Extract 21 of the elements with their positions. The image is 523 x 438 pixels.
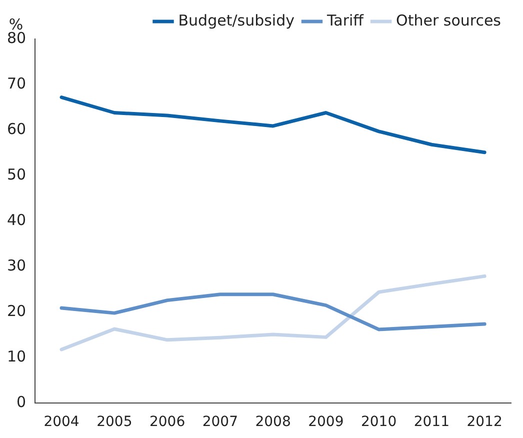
x-tick-label: 2011 <box>414 414 450 430</box>
x-tick-label: 2012 <box>466 414 502 430</box>
legend-label: Tariff <box>326 11 364 30</box>
y-tick-label: 10 <box>6 348 26 366</box>
x-tick-label: 2009 <box>308 414 344 430</box>
y-tick-label: 50 <box>6 165 26 184</box>
y-tick-label: 70 <box>6 74 26 92</box>
x-tick-label: 2010 <box>360 414 397 430</box>
y-tick-label: 60 <box>6 120 26 138</box>
legend-label: Budget/subsidy <box>178 11 295 30</box>
x-tick-label: 2007 <box>202 414 238 430</box>
y-tick-label: 80 <box>6 28 26 47</box>
x-tick-label: 2006 <box>149 414 186 430</box>
y-tick-label: 20 <box>6 302 26 320</box>
x-tick-label: 2008 <box>255 414 291 430</box>
legend-label: Other sources <box>396 11 502 30</box>
y-tick-label: 0 <box>16 393 26 412</box>
x-tick-label: 2005 <box>96 414 132 430</box>
y-tick-label: 40 <box>6 210 26 229</box>
x-tick-label: 2004 <box>44 414 80 430</box>
y-tick-label: 30 <box>6 256 26 275</box>
